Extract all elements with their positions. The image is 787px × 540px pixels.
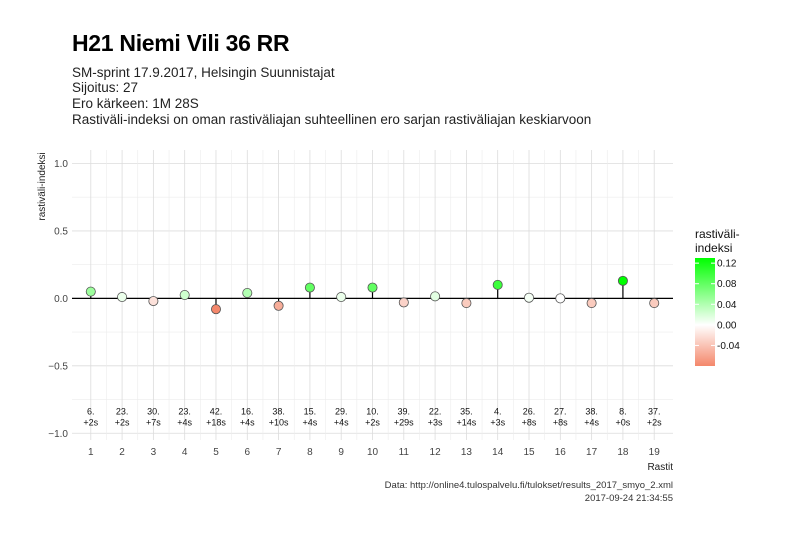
legend-tick-label: -0.04 [717,341,740,352]
point-label-gap: +8s [522,417,537,427]
point-label-rank: 26. [523,406,536,416]
point-label-gap: +2s [83,417,98,427]
y-tick-label: 1.0 [54,159,68,170]
x-tick-label: 18 [617,447,629,458]
point-label-rank: 39. [398,406,411,416]
point-label-gap: +29s [394,417,414,427]
y-tick-label: 0.5 [54,226,68,237]
data-point [273,300,284,311]
y-tick-label: 0.0 [54,294,68,305]
data-point [85,286,96,297]
point-label-rank: 22. [429,406,442,416]
x-tick-label: 14 [492,447,504,458]
point-label-gap: +4s [177,417,192,427]
x-tick-label: 9 [338,447,344,458]
point-label-rank: 29. [335,406,348,416]
data-point [117,292,128,303]
point-label-rank: 30. [147,406,160,416]
subtitle-placing: Sijoitus: 27 [72,80,139,95]
x-tick-label: 10 [367,447,379,458]
point-label-gap: +10s [269,417,289,427]
data-point [461,298,472,309]
point-label-rank: 4. [494,406,502,416]
x-tick-label: 7 [276,447,282,458]
data-point [524,292,535,303]
data-point [398,297,409,308]
point-label-rank: 42. [210,406,223,416]
x-tick-label: 12 [430,447,442,458]
legend-tick-label: 0.04 [717,300,737,311]
data-point [179,289,190,300]
data-point [649,298,660,309]
point-label-rank: 10. [366,406,379,416]
point-label-gap: +4s [334,417,349,427]
x-tick-label: 6 [245,447,251,458]
point-label-gap: +18s [206,417,226,427]
x-axis-label: Rastit [647,462,673,473]
legend-colorbar [695,258,715,366]
point-label-rank: 38. [585,406,598,416]
point-label-gap: +2s [647,417,662,427]
x-tick-label: 13 [461,447,473,458]
legend-tick-label: 0.08 [717,279,737,290]
point-label-rank: 8. [619,406,627,416]
point-label-gap: +7s [146,417,161,427]
x-tick-label: 5 [213,447,219,458]
caption-source: Data: http://online4.tulospalvelu.fi/tul… [384,480,673,491]
y-tick-label: −0.5 [48,361,68,372]
subtitle-gap: Ero kärkeen: 1M 28S [72,96,199,111]
legend-title-line1: rastiväli- [695,227,740,241]
point-label-gap: +3s [490,417,505,427]
data-point [367,282,378,293]
point-label-gap: +4s [240,417,255,427]
y-tick-label: −1.0 [48,429,68,440]
subtitle-description: Rastiväli-indeksi on oman rastiväliajan … [72,112,592,127]
chart-title: H21 Niemi Vili 36 RR [72,30,290,56]
x-tick-label: 8 [307,447,313,458]
legend-tick-label: 0.00 [717,320,737,331]
data-point [242,287,253,298]
subtitle-event: SM-sprint 17.9.2017, Helsingin Suunnista… [72,65,335,80]
point-label-gap: +4s [584,417,599,427]
point-label-rank: 27. [554,406,567,416]
point-label-rank: 23. [116,406,129,416]
x-tick-label: 4 [182,447,188,458]
data-point [304,282,315,293]
legend-title-line2: indeksi [695,241,732,255]
x-tick-label: 2 [119,447,125,458]
data-point [430,291,441,302]
data-point [210,304,221,315]
x-tick-label: 11 [399,447,410,458]
point-label-gap: +4s [303,417,318,427]
point-label-rank: 23. [178,406,191,416]
legend-tick-label: 0.12 [717,259,737,270]
data-point [586,298,597,309]
y-axis-label: rastiväli-indeksi [37,152,48,220]
data-point [492,279,503,290]
x-tick-label: 17 [586,447,598,458]
point-label-gap: +2s [365,417,380,427]
x-tick-label: 16 [555,447,567,458]
point-label-rank: 16. [241,406,254,416]
point-label-rank: 38. [272,406,285,416]
data-point [336,292,347,303]
x-tick-label: 1 [88,447,94,458]
point-label-gap: +2s [115,417,130,427]
x-tick-label: 19 [649,447,661,458]
x-tick-label: 15 [523,447,535,458]
point-label-gap: +14s [457,417,477,427]
caption-timestamp: 2017-09-24 21:34:55 [584,493,673,504]
point-label-rank: 15. [304,406,317,416]
data-point [555,293,566,304]
point-label-rank: 6. [87,406,95,416]
point-label-rank: 35. [460,406,473,416]
x-tick-label: 3 [151,447,157,458]
point-label-gap: +0s [616,417,631,427]
point-label-rank: 37. [648,406,661,416]
point-label-gap: +3s [428,417,443,427]
point-label-gap: +8s [553,417,568,427]
data-point [617,275,628,286]
data-point [148,296,159,307]
